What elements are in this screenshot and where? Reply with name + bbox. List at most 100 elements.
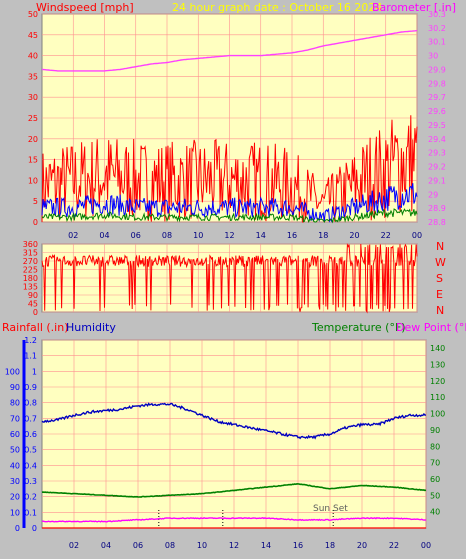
temp-y-tick: 40 [430, 508, 440, 517]
rain-y-tick: 0.9 [24, 383, 37, 392]
temp-x-tick: 14 [261, 541, 271, 550]
temp-x-tick: 16 [293, 541, 303, 550]
baro-y-tick: 28.8 [428, 218, 446, 227]
temperature-axis-label: Temperature (°F) [311, 321, 406, 334]
humidity-line [41, 402, 426, 440]
baro-y-tick: 29 [428, 190, 438, 199]
tick-labels: 0510152025303540455028.828.92929.129.229… [5, 10, 446, 550]
wind-y-tick: 15 [28, 156, 38, 165]
wind-x-tick: 18 [318, 231, 328, 240]
baro-y-tick: 29.6 [428, 107, 446, 116]
baro-y-tick: 30.3 [428, 10, 446, 19]
humidity-y-tick: 60 [10, 430, 20, 439]
rainfall-axis-label: Rainfall (.in) [2, 321, 69, 334]
humidity-axis-label: Humidity [66, 321, 116, 334]
humidity-y-tick: 80 [10, 399, 20, 408]
baro-y-tick: 30 [428, 52, 438, 61]
rain-y-tick: 0.7 [24, 414, 37, 423]
temp-x-tick: 20 [357, 541, 367, 550]
compass-label-s: S [436, 272, 443, 285]
wind-x-tick: 02 [68, 231, 78, 240]
humidity-y-tick: 0 [15, 524, 20, 533]
temp-x-tick: 06 [133, 541, 143, 550]
humidity-y-tick: 40 [10, 461, 20, 470]
rain-y-tick: 0.2 [24, 493, 37, 502]
temp-y-tick: 90 [430, 426, 440, 435]
dir-y-tick: 45 [28, 300, 38, 309]
temp-y-tick: 110 [430, 393, 445, 402]
dir-y-tick: 360 [23, 240, 38, 249]
wind-average-line [41, 208, 418, 224]
humidity-y-tick: 100 [5, 367, 20, 376]
rain-y-tick: 0.3 [24, 477, 37, 486]
dir-y-tick: 135 [23, 283, 38, 292]
compass-label-n-top: N [436, 240, 444, 253]
wind-y-tick: 0 [33, 218, 38, 227]
dewpoint-axis-label: Dew Point (°F) [396, 321, 466, 334]
temp-y-tick: 130 [430, 361, 445, 370]
humidity-y-tick: 30 [10, 477, 20, 486]
rain-y-tick: 0 [32, 524, 37, 533]
rain-y-tick: 0.6 [24, 430, 37, 439]
wind-x-tick: 20 [349, 231, 359, 240]
rain-y-tick: 1.1 [24, 352, 37, 361]
wind-y-tick: 25 [28, 114, 38, 123]
baro-y-tick: 29.5 [428, 121, 446, 130]
temp-y-tick: 120 [430, 377, 445, 386]
rain-y-tick: 0.1 [24, 508, 37, 517]
temp-x-tick: 08 [165, 541, 175, 550]
temp-y-tick: 60 [430, 475, 440, 484]
wind-y-tick: 20 [28, 135, 38, 144]
barometer-axis-label: Barometer [.in] [372, 1, 456, 14]
temp-x-tick: 04 [101, 541, 111, 550]
wind-x-tick: 00 [412, 231, 422, 240]
temp-y-tick: 100 [430, 410, 445, 419]
dir-y-tick: 180 [23, 274, 38, 283]
wind-y-tick: 5 [33, 197, 38, 206]
baro-y-tick: 29.4 [428, 135, 446, 144]
humidity-y-tick: 70 [10, 414, 20, 423]
temp-y-tick: 50 [430, 491, 440, 500]
baro-y-tick: 29.3 [428, 149, 446, 158]
dir-y-tick: 0 [33, 308, 38, 317]
rain-y-tick: 0.4 [24, 461, 37, 470]
baro-y-tick: 29.2 [428, 163, 446, 172]
wind-y-tick: 45 [28, 31, 38, 40]
temp-x-tick: 10 [197, 541, 207, 550]
rain-y-tick: 1 [32, 367, 37, 376]
rain-y-tick: 0.8 [24, 399, 37, 408]
barometer-line [41, 29, 418, 72]
baro-y-tick: 28.9 [428, 204, 446, 213]
temp-y-tick: 140 [430, 344, 445, 353]
wind-x-tick: 12 [224, 231, 234, 240]
dir-y-tick: 225 [23, 266, 38, 275]
compass-label-n-bottom: N [436, 304, 444, 317]
humidity-y-tick: 10 [10, 508, 20, 517]
dir-y-tick: 90 [28, 291, 38, 300]
wind-y-tick: 40 [28, 52, 38, 61]
wind-y-tick: 30 [28, 93, 38, 102]
wind-x-tick: 04 [99, 231, 109, 240]
wind-x-tick: 14 [256, 231, 266, 240]
baro-y-tick: 30.1 [428, 38, 446, 47]
compass-label-w: W [435, 256, 446, 269]
wind-direction-line [41, 243, 418, 314]
wind-x-tick: 08 [162, 231, 172, 240]
humidity-y-tick: 90 [10, 383, 20, 392]
baro-y-tick: 29.1 [428, 176, 446, 185]
temp-x-tick: 18 [325, 541, 335, 550]
temp-x-tick: 00 [421, 541, 431, 550]
graph-title: 24 hour graph date : October 16 2024 [172, 1, 382, 14]
wind-x-tick: 16 [287, 231, 297, 240]
dir-y-tick: 315 [23, 249, 38, 258]
temp-y-tick: 80 [430, 442, 440, 451]
temp-x-tick: 02 [69, 541, 79, 550]
dewpoint-line [41, 516, 427, 523]
wind-gust-line [41, 115, 418, 223]
temp-y-tick: 70 [430, 459, 440, 468]
baro-y-tick: 29.7 [428, 93, 446, 102]
baro-y-tick: 30.2 [428, 24, 446, 33]
wind-speed-line [41, 183, 418, 223]
